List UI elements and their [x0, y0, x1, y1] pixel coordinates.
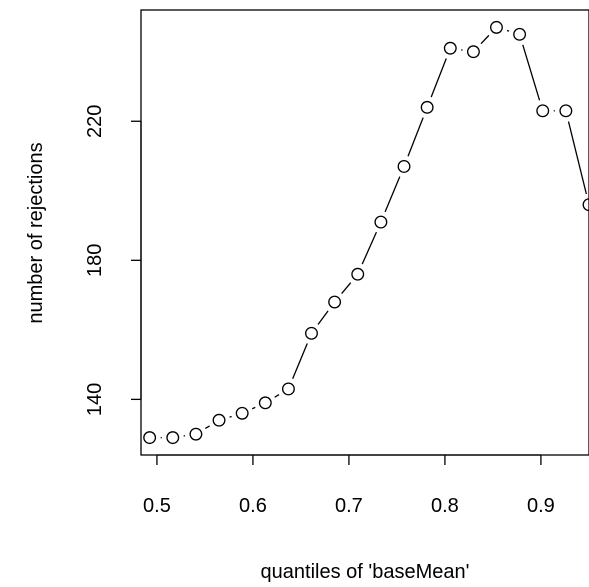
y-tick-label: 140 — [84, 383, 106, 416]
series-segment — [317, 310, 329, 325]
data-point — [328, 295, 342, 309]
x-tick-label: 0.9 — [527, 495, 555, 517]
series-segment — [522, 44, 541, 101]
x-tick-label: 0.7 — [335, 495, 363, 517]
data-point — [166, 431, 180, 445]
data-point — [189, 427, 203, 441]
y-axis: 140 180 220 — [84, 105, 142, 416]
series-segment — [384, 176, 401, 213]
series-segment — [407, 117, 424, 157]
series-segment — [506, 29, 510, 32]
data-point — [305, 326, 318, 340]
series-segment — [361, 231, 378, 265]
series-segment — [341, 282, 352, 294]
data-point — [513, 27, 527, 41]
x-tick-label: 0.6 — [239, 495, 267, 517]
data-point — [212, 413, 226, 427]
y-tick-label: 180 — [84, 244, 106, 277]
series-segment — [274, 394, 280, 398]
series-segment — [480, 34, 490, 45]
data-point — [351, 267, 365, 281]
series-segment — [430, 58, 447, 98]
data-point — [374, 215, 388, 229]
x-tick-label: 0.8 — [431, 495, 459, 517]
data-point — [443, 41, 457, 55]
data-point — [536, 104, 550, 118]
series-segment — [567, 121, 587, 195]
data-point — [559, 104, 573, 118]
data-point — [490, 20, 503, 34]
data-point — [420, 100, 434, 114]
y-axis-title: number of rejections — [25, 142, 47, 323]
x-axis-title: quantiles of 'baseMean' — [261, 561, 470, 583]
data-point — [582, 198, 589, 212]
series-segment — [205, 425, 210, 430]
series-segment — [292, 343, 308, 380]
data-point — [466, 45, 480, 59]
y-tick-label: 220 — [84, 105, 106, 138]
series-segment — [229, 415, 232, 418]
data-point — [397, 159, 411, 173]
x-axis: 0.5 0.6 0.7 0.8 0.9 — [143, 454, 555, 517]
data-point — [258, 396, 272, 410]
x-tick-label: 0.5 — [143, 495, 171, 517]
data-point — [235, 406, 249, 420]
data-point — [281, 382, 295, 396]
plot-frame — [140, 9, 589, 456]
series-segment — [251, 406, 256, 410]
data-point — [143, 431, 157, 445]
series-layer — [143, 20, 589, 445]
